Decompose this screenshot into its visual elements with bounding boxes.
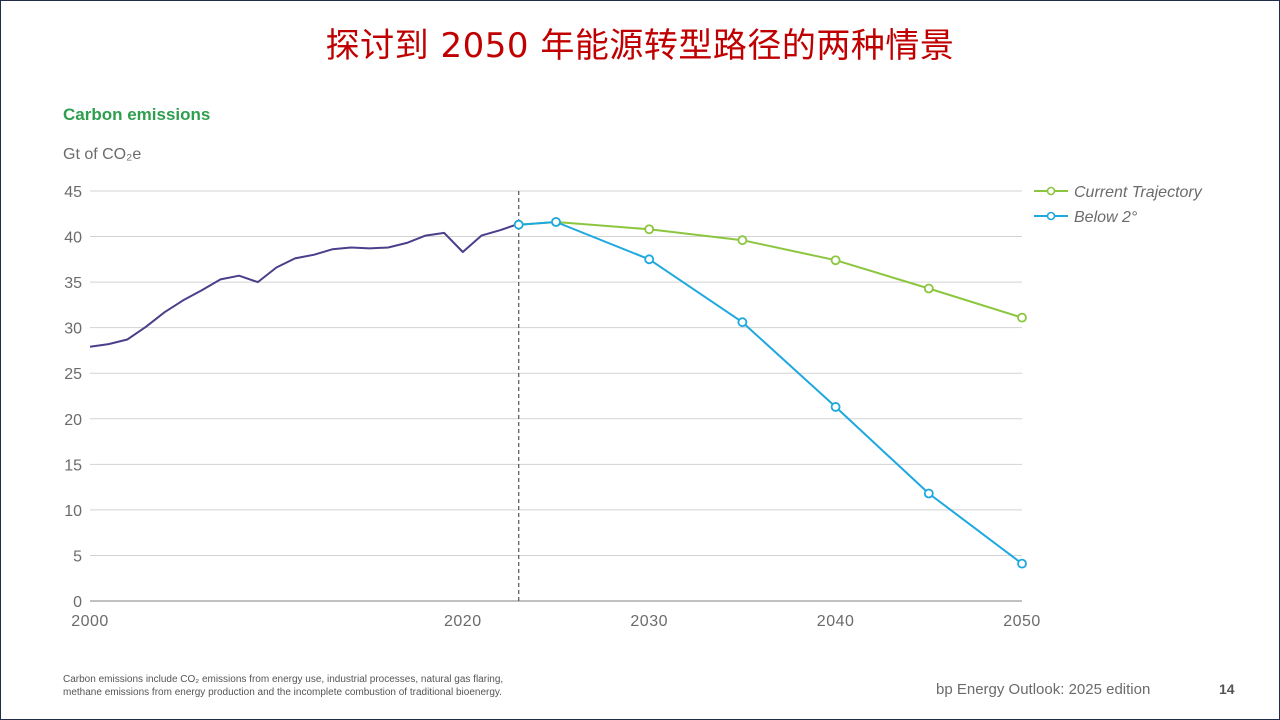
data-point-below-2 [551, 217, 561, 227]
data-point-current-trajectory [644, 224, 655, 235]
legend-label: Below 2° [1074, 209, 1138, 226]
x-tick-label: 2020 [444, 613, 482, 630]
footnote-line-1: Carbon emissions include CO₂ emissions f… [63, 674, 504, 685]
y-tick-label: 20 [64, 412, 82, 429]
page-number: 14 [1219, 681, 1235, 697]
y-tick-label: 15 [64, 457, 82, 474]
series-line-below-2 [518, 221, 1023, 565]
data-point-below-2 [644, 254, 655, 265]
x-tick-label: 2050 [1003, 613, 1041, 630]
legend-marker [1046, 186, 1056, 196]
y-tick-label: 5 [73, 548, 82, 565]
y-tick-label: 10 [64, 503, 82, 520]
footnote-line-2: methane emissions from energy production… [63, 687, 502, 698]
x-tick-label: 2000 [71, 613, 109, 630]
x-tick-label: 2040 [817, 613, 855, 630]
chart-title: Carbon emissions [63, 105, 211, 124]
y-tick-label: 45 [64, 184, 82, 201]
data-point-current-trajectory [1017, 312, 1027, 323]
y-tick-label: 40 [64, 230, 82, 247]
source-label: bp Energy Outlook: 2025 edition [936, 681, 1151, 698]
data-point-current-trajectory [737, 235, 748, 246]
footnote: Carbon emissions include CO₂ emissions f… [63, 673, 703, 699]
legend-marker [1046, 211, 1056, 221]
data-point-below-2 [513, 219, 524, 230]
series-line-historical [89, 222, 520, 348]
y-axis-unit: Gt of CO₂e [63, 146, 142, 163]
data-point-current-trajectory [923, 283, 934, 294]
y-tick-label: 30 [64, 321, 82, 338]
slide-title: 探讨到 2050 年能源转型路径的两种情景 [325, 26, 955, 66]
data-point-below-2 [1017, 558, 1027, 569]
legend-label: Current Trajectory [1074, 184, 1203, 201]
data-point-below-2 [923, 488, 934, 499]
y-tick-label: 25 [64, 366, 82, 383]
y-tick-label: 35 [64, 275, 82, 292]
y-tick-label: 0 [73, 594, 82, 611]
data-point-below-2 [737, 317, 748, 328]
x-tick-label: 2030 [630, 613, 668, 630]
data-point-below-2 [830, 402, 841, 412]
data-point-current-trajectory [830, 255, 841, 266]
